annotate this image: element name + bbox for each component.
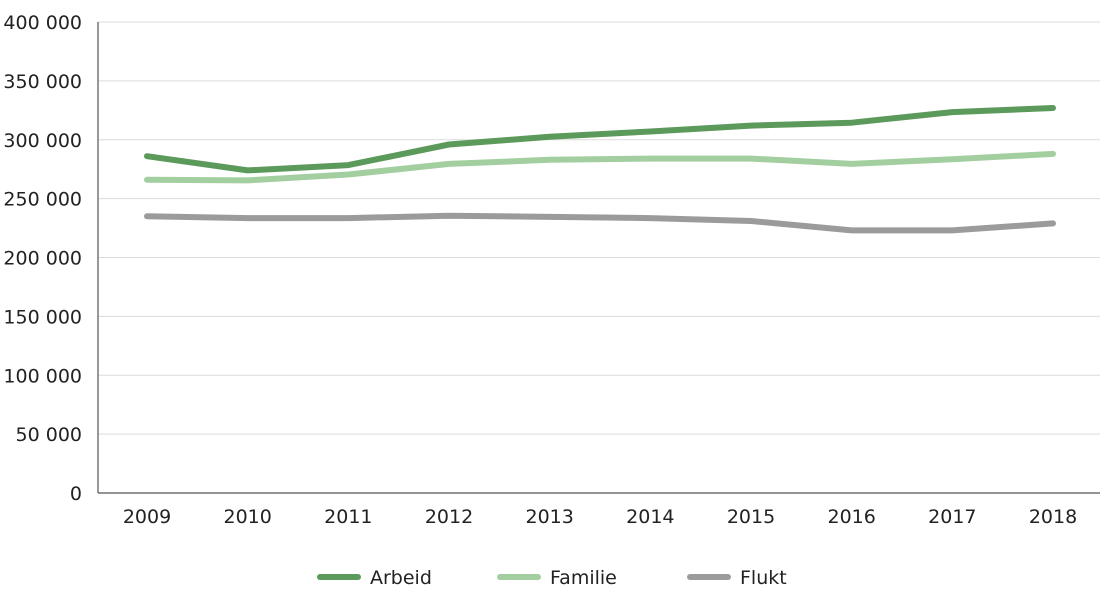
series-line-flukt bbox=[144, 212, 1056, 234]
y-tick-label: 100 000 bbox=[3, 365, 82, 387]
x-tick-label: 2011 bbox=[324, 506, 372, 528]
grid-lines bbox=[98, 21, 1100, 435]
series-line-familie bbox=[144, 150, 1056, 184]
y-tick-label: 50 000 bbox=[16, 424, 82, 446]
legend-label-familie: Familie bbox=[550, 567, 617, 588]
legend-label-arbeid: Arbeid bbox=[370, 567, 432, 588]
series-line-arbeid bbox=[144, 105, 1056, 174]
x-tick-label: 2015 bbox=[727, 506, 775, 528]
legend: Arbeid Familie Flukt bbox=[317, 567, 787, 589]
y-axis-ticks: 0 50 000 100 000 150 000 200 000 250 000 300 0… bbox=[3, 12, 82, 505]
x-tick-label: 2010 bbox=[223, 506, 271, 528]
x-tick-label: 2017 bbox=[928, 506, 976, 528]
y-tick-label: 200 000 bbox=[3, 248, 82, 270]
x-tick-label: 2012 bbox=[425, 506, 473, 528]
x-tick-label: 2018 bbox=[1029, 506, 1077, 528]
y-tick-label: 350 000 bbox=[3, 71, 82, 93]
y-tick-label: 300 000 bbox=[3, 130, 82, 152]
x-tick-label: 2013 bbox=[525, 506, 573, 528]
legend-label-flukt: Flukt bbox=[740, 567, 787, 588]
y-tick-label: 150 000 bbox=[3, 306, 82, 328]
y-tick-label: 250 000 bbox=[3, 189, 82, 211]
x-axis-ticks: 2009 2010 2011 2012 2013 2014 2015 2016 2017 2018 bbox=[123, 506, 1077, 528]
y-tick-label: 0 bbox=[70, 483, 82, 505]
series-lines bbox=[144, 105, 1056, 234]
y-tick-label: 400 000 bbox=[3, 12, 82, 34]
x-tick-label: 2014 bbox=[626, 506, 674, 528]
x-tick-label: 2009 bbox=[123, 506, 171, 528]
x-tick-label: 2016 bbox=[827, 506, 875, 528]
